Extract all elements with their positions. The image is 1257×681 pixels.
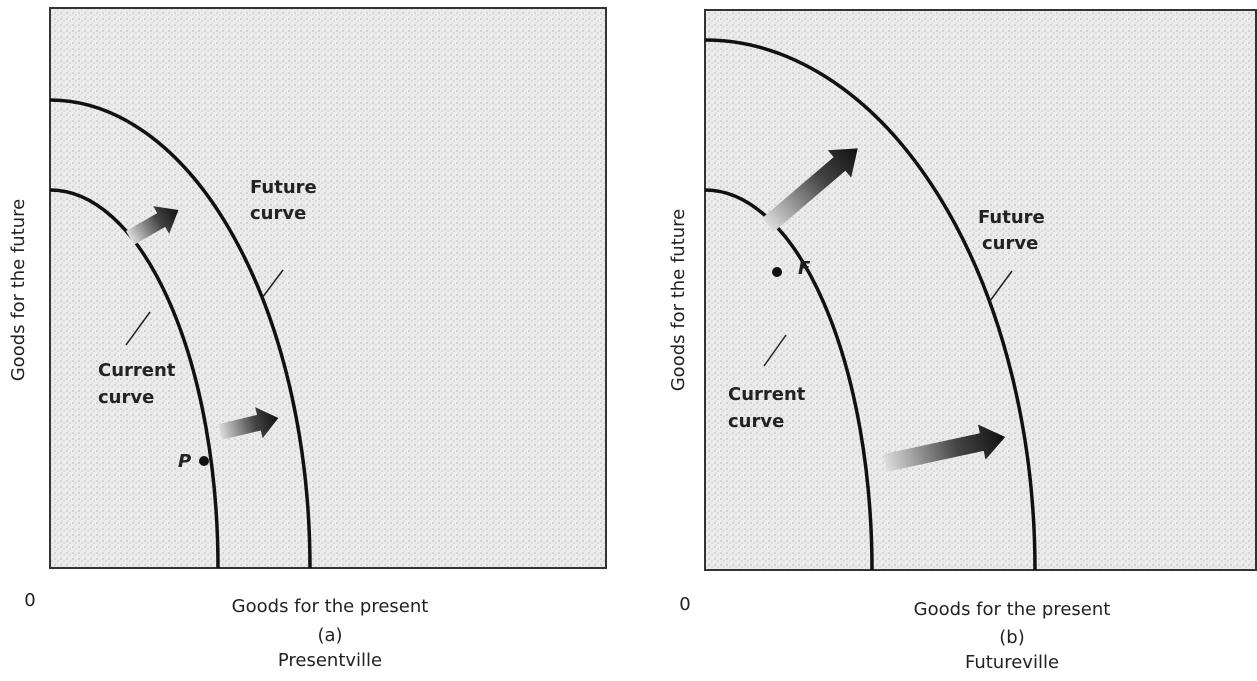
shift-arrow bbox=[126, 206, 179, 245]
future-curve-label: curve bbox=[250, 203, 306, 224]
current-curve-label: Current bbox=[98, 360, 176, 381]
current-curve bbox=[49, 188, 220, 569]
x-axis-label: Goods for the present bbox=[914, 599, 1111, 620]
leader-line bbox=[261, 269, 284, 299]
plot-area bbox=[704, 9, 1257, 571]
future-curve bbox=[49, 98, 312, 569]
shift-arrow bbox=[883, 424, 1006, 472]
future-curve-label: Future bbox=[978, 207, 1045, 228]
current-curve-label: curve bbox=[98, 387, 154, 408]
caption: (a) bbox=[317, 625, 342, 646]
origin-label: 0 bbox=[679, 594, 690, 615]
caption: (b) bbox=[999, 627, 1024, 648]
panel-b: Future curve Current curve F 0 Goods for… bbox=[668, 9, 1257, 673]
point-label: F bbox=[798, 258, 811, 279]
leader-line bbox=[763, 334, 787, 367]
future-curve bbox=[704, 38, 1037, 571]
shift-arrow bbox=[218, 407, 279, 440]
panel-name: Presentville bbox=[278, 650, 382, 671]
panel-a: Future curve Current curve P 0 Goods for… bbox=[8, 7, 607, 671]
point bbox=[199, 456, 209, 466]
current-curve bbox=[704, 188, 874, 571]
current-curve-label: curve bbox=[728, 411, 784, 432]
future-curve-label: Future bbox=[250, 177, 317, 198]
plot-area bbox=[49, 7, 607, 569]
x-axis-label: Goods for the present bbox=[232, 596, 429, 617]
point-label: P bbox=[178, 451, 191, 472]
shift-arrow bbox=[762, 148, 858, 232]
panel-name: Futureville bbox=[965, 652, 1059, 673]
origin-label: 0 bbox=[24, 590, 35, 611]
point bbox=[772, 267, 782, 277]
y-axis-label: Goods for the future bbox=[8, 199, 29, 382]
y-axis-label: Goods for the future bbox=[668, 209, 689, 392]
leader-line bbox=[125, 311, 151, 346]
current-curve-label: Current bbox=[728, 384, 806, 405]
future-curve-label: curve bbox=[982, 233, 1038, 254]
leader-line bbox=[989, 270, 1013, 302]
